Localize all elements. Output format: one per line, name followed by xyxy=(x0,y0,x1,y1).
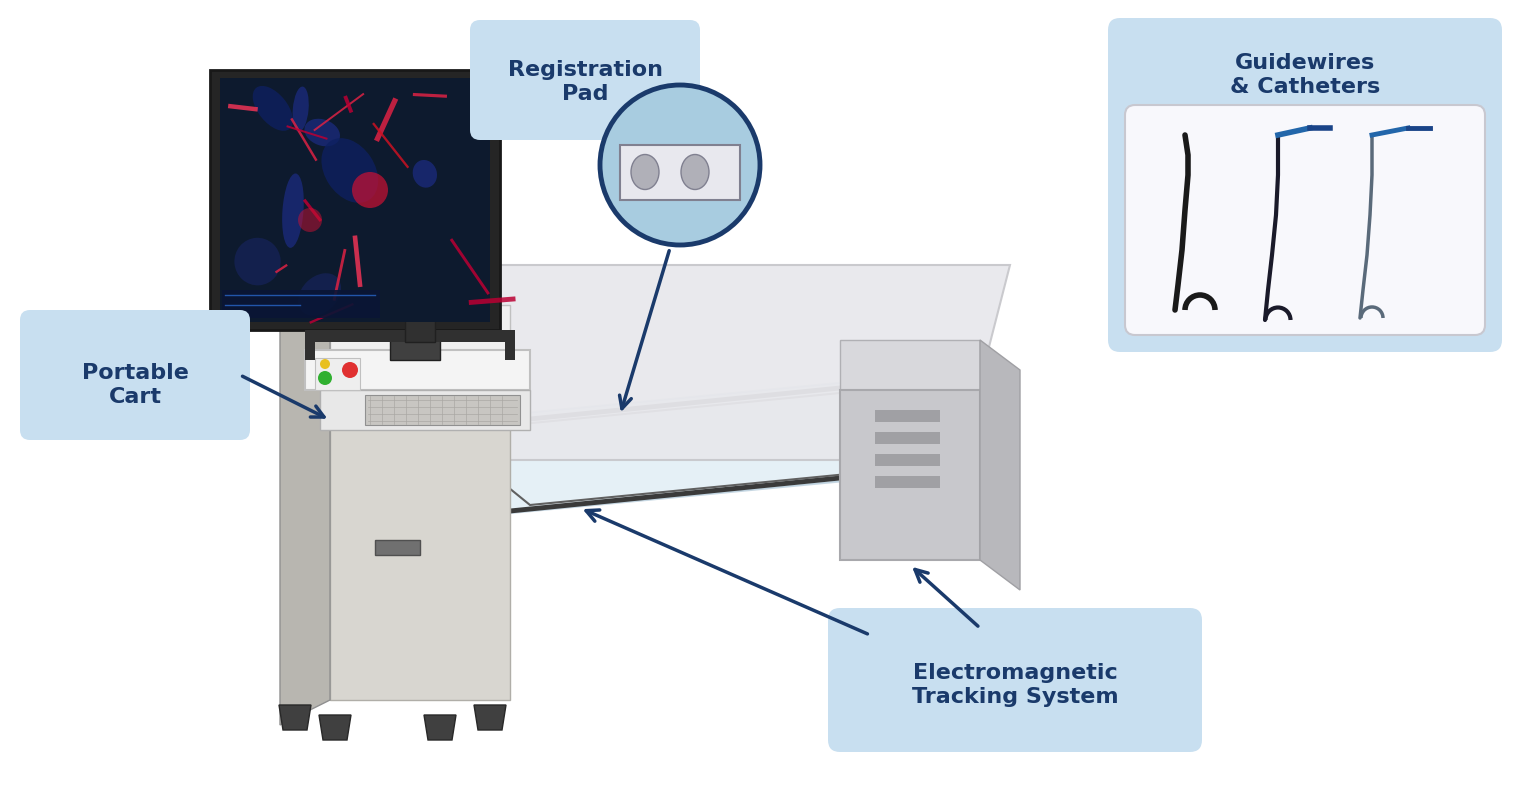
FancyBboxPatch shape xyxy=(1108,18,1502,352)
Polygon shape xyxy=(405,320,436,342)
Polygon shape xyxy=(423,715,456,740)
FancyBboxPatch shape xyxy=(828,608,1203,752)
Polygon shape xyxy=(874,454,940,466)
Polygon shape xyxy=(474,705,506,730)
Polygon shape xyxy=(281,305,330,725)
Polygon shape xyxy=(841,340,980,390)
Ellipse shape xyxy=(293,87,308,132)
Circle shape xyxy=(298,208,322,232)
Ellipse shape xyxy=(681,155,709,189)
Polygon shape xyxy=(222,290,380,318)
Text: Registration
Pad: Registration Pad xyxy=(508,60,663,103)
FancyBboxPatch shape xyxy=(20,310,250,440)
Polygon shape xyxy=(400,265,449,505)
Text: Electromagnetic
Tracking System: Electromagnetic Tracking System xyxy=(911,663,1118,707)
Ellipse shape xyxy=(304,119,341,146)
Ellipse shape xyxy=(630,155,660,189)
Circle shape xyxy=(321,359,330,369)
Polygon shape xyxy=(330,365,509,700)
Polygon shape xyxy=(305,350,531,390)
Circle shape xyxy=(342,362,357,378)
Circle shape xyxy=(318,371,331,385)
Polygon shape xyxy=(219,78,489,322)
Ellipse shape xyxy=(413,160,437,188)
FancyBboxPatch shape xyxy=(1124,105,1485,335)
Polygon shape xyxy=(505,340,515,360)
Polygon shape xyxy=(980,340,1020,590)
Circle shape xyxy=(600,85,759,245)
Text: Portable
Cart: Portable Cart xyxy=(81,363,189,407)
Polygon shape xyxy=(841,390,980,560)
Ellipse shape xyxy=(298,273,341,316)
Ellipse shape xyxy=(322,138,379,203)
Polygon shape xyxy=(305,340,314,360)
Circle shape xyxy=(351,172,388,208)
Polygon shape xyxy=(874,476,940,488)
Polygon shape xyxy=(210,70,500,330)
Text: Guidewires
& Catheters: Guidewires & Catheters xyxy=(1230,54,1381,96)
Polygon shape xyxy=(400,380,960,515)
Polygon shape xyxy=(314,358,360,390)
Polygon shape xyxy=(874,410,940,422)
Polygon shape xyxy=(400,265,1009,460)
Polygon shape xyxy=(319,715,351,740)
Polygon shape xyxy=(279,705,311,730)
Polygon shape xyxy=(874,432,940,444)
Polygon shape xyxy=(305,330,515,342)
FancyBboxPatch shape xyxy=(469,20,700,140)
Polygon shape xyxy=(620,145,739,200)
Ellipse shape xyxy=(253,86,293,131)
Polygon shape xyxy=(330,305,509,365)
Polygon shape xyxy=(321,390,531,430)
Polygon shape xyxy=(374,540,420,555)
Polygon shape xyxy=(390,340,440,360)
Ellipse shape xyxy=(235,238,281,286)
Ellipse shape xyxy=(282,173,304,248)
Polygon shape xyxy=(365,395,520,425)
